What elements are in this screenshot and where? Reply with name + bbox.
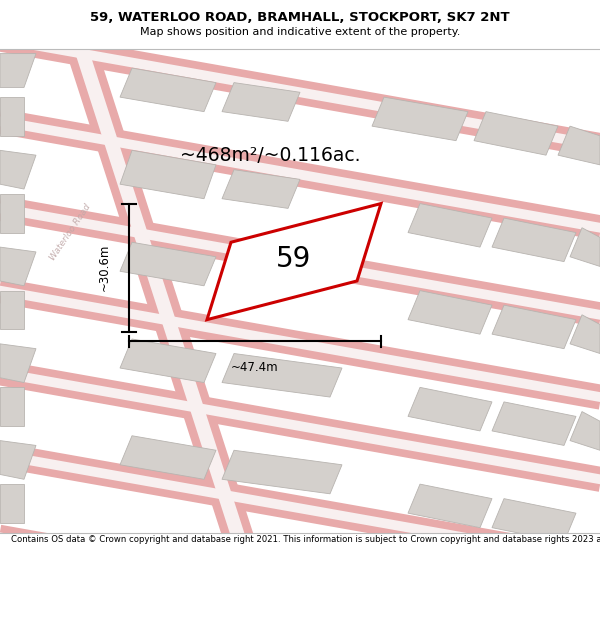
Polygon shape — [570, 228, 600, 266]
Polygon shape — [570, 315, 600, 354]
Polygon shape — [570, 411, 600, 450]
Polygon shape — [372, 97, 468, 141]
Polygon shape — [474, 112, 558, 155]
Polygon shape — [408, 484, 492, 528]
Polygon shape — [408, 291, 492, 334]
Polygon shape — [408, 388, 492, 431]
Polygon shape — [120, 242, 216, 286]
Polygon shape — [558, 126, 600, 165]
Polygon shape — [222, 169, 300, 208]
Text: Map shows position and indicative extent of the property.: Map shows position and indicative extent… — [140, 26, 460, 36]
Polygon shape — [0, 54, 36, 88]
Polygon shape — [222, 450, 342, 494]
Polygon shape — [120, 151, 216, 199]
Polygon shape — [0, 97, 24, 136]
Polygon shape — [0, 344, 36, 382]
Polygon shape — [120, 68, 216, 112]
Text: 59: 59 — [277, 245, 311, 273]
Polygon shape — [0, 194, 24, 232]
Polygon shape — [207, 204, 381, 319]
Polygon shape — [222, 257, 300, 296]
Polygon shape — [492, 499, 576, 542]
Text: ~468m²/~0.116ac.: ~468m²/~0.116ac. — [180, 146, 361, 164]
Text: ~30.6m: ~30.6m — [98, 244, 111, 291]
Polygon shape — [0, 151, 36, 189]
Text: 59, WATERLOO ROAD, BRAMHALL, STOCKPORT, SK7 2NT: 59, WATERLOO ROAD, BRAMHALL, STOCKPORT, … — [90, 11, 510, 24]
Polygon shape — [408, 204, 492, 247]
Polygon shape — [0, 441, 36, 479]
Text: ~47.4m: ~47.4m — [231, 361, 279, 374]
Polygon shape — [0, 291, 24, 329]
Polygon shape — [120, 436, 216, 479]
Polygon shape — [0, 388, 24, 426]
Polygon shape — [492, 305, 576, 349]
Polygon shape — [0, 484, 24, 523]
Polygon shape — [492, 402, 576, 446]
Text: Contains OS data © Crown copyright and database right 2021. This information is : Contains OS data © Crown copyright and d… — [11, 535, 600, 544]
Polygon shape — [492, 218, 576, 262]
Polygon shape — [222, 82, 300, 121]
Polygon shape — [222, 354, 342, 397]
Text: Waterloo Road: Waterloo Road — [49, 202, 93, 262]
Polygon shape — [0, 247, 36, 286]
Polygon shape — [120, 339, 216, 382]
